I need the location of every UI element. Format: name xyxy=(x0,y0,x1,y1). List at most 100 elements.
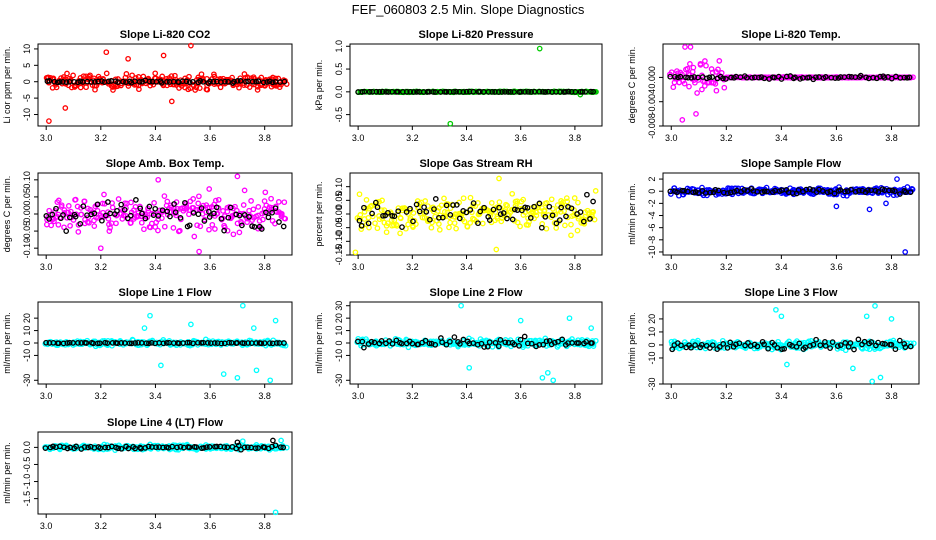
data-point-highlight xyxy=(64,340,71,346)
data-point-highlight xyxy=(195,339,201,346)
data-point xyxy=(138,219,145,226)
data-point xyxy=(376,198,382,205)
data-point-highlight xyxy=(511,89,517,95)
data-point-highlight xyxy=(249,78,256,85)
data-point-highlight xyxy=(478,340,485,347)
data-point-highlight xyxy=(872,187,879,194)
data-point-highlight xyxy=(551,339,558,346)
data-point xyxy=(568,221,574,228)
data-point xyxy=(141,226,147,233)
x-tick-label: 3.8 xyxy=(258,262,271,272)
y-axis-label: Li cor ppm per min. xyxy=(2,46,12,123)
data-point-highlight xyxy=(457,341,463,347)
data-point-highlight xyxy=(81,444,88,450)
x-tick-label: 3.6 xyxy=(514,133,527,143)
data-point xyxy=(282,215,289,222)
data-point-highlight xyxy=(356,217,363,224)
data-point xyxy=(91,223,98,229)
data-point-highlight xyxy=(706,74,713,81)
outlier-point xyxy=(687,44,694,50)
data-point xyxy=(64,70,70,77)
data-point-highlight xyxy=(499,89,505,95)
data-point-highlight xyxy=(745,340,751,346)
y-axis-label: ml/min per min. xyxy=(314,312,324,374)
y-tick-label: -1.0 xyxy=(22,474,32,490)
data-point-highlight xyxy=(901,341,908,347)
data-point-highlight xyxy=(690,189,697,196)
y-axis-label: kPa per min. xyxy=(314,60,324,111)
data-point-highlight xyxy=(672,73,678,80)
data-point-highlight xyxy=(553,220,560,227)
data-point xyxy=(357,212,364,218)
data-point xyxy=(548,196,555,203)
data-point xyxy=(55,221,62,228)
data-point xyxy=(405,221,411,228)
data-point xyxy=(206,226,212,233)
data-point-highlight xyxy=(481,204,487,211)
data-point-highlight xyxy=(104,340,111,346)
data-point-highlight xyxy=(133,197,139,203)
data-point-highlight xyxy=(413,201,420,208)
data-point xyxy=(260,216,266,223)
data-point-highlight xyxy=(590,198,596,205)
x-tick-label: 3.4 xyxy=(149,262,162,272)
plot-frame xyxy=(662,301,920,385)
y-tick-label: -5 xyxy=(22,94,32,102)
y-tick-label: -6 xyxy=(647,224,657,232)
data-point-highlight xyxy=(66,214,73,221)
y-tick-label: 10 xyxy=(22,326,32,336)
data-point xyxy=(525,222,531,228)
data-point-highlight xyxy=(42,445,49,451)
data-point xyxy=(132,75,139,81)
outlier-point xyxy=(155,176,162,183)
outlier-point xyxy=(539,374,546,381)
y-tick-label: -30 xyxy=(647,377,657,390)
data-point-highlight xyxy=(361,344,367,351)
data-point-highlight xyxy=(565,88,572,95)
data-point-highlight xyxy=(583,338,589,345)
outlier-point xyxy=(147,312,153,319)
data-point xyxy=(384,220,391,227)
data-point xyxy=(190,196,197,202)
data-point-highlight xyxy=(253,78,259,85)
x-tick-label: 3.0 xyxy=(352,133,365,143)
data-point-highlight xyxy=(562,88,569,95)
data-point-highlight xyxy=(684,188,691,195)
data-point-highlight xyxy=(709,342,716,349)
data-point-highlight xyxy=(389,340,396,347)
data-point xyxy=(195,200,202,207)
data-point-highlight xyxy=(756,74,762,81)
data-point xyxy=(186,73,192,80)
data-point-highlight xyxy=(572,89,579,95)
data-point-highlight xyxy=(827,345,833,351)
data-point xyxy=(686,83,692,90)
data-point-highlight xyxy=(427,216,433,223)
data-point xyxy=(460,195,467,202)
y-tick-label: 0.000 xyxy=(647,66,657,89)
outlier-point xyxy=(160,52,167,59)
data-point xyxy=(358,226,365,232)
y-tick-label: -0.004 xyxy=(647,89,657,115)
outlier-point xyxy=(877,374,884,381)
y-tick-label: -4 xyxy=(647,212,657,220)
data-point-highlight xyxy=(121,206,128,213)
data-point-highlight xyxy=(60,212,66,218)
data-point-highlight xyxy=(863,74,869,81)
y-tick-label: -10 xyxy=(647,351,657,364)
points-layer xyxy=(667,176,916,255)
data-point xyxy=(224,208,231,215)
data-point-highlight xyxy=(439,339,445,346)
plot-frame xyxy=(662,172,920,256)
data-point xyxy=(581,220,588,227)
data-point-highlight xyxy=(189,78,196,85)
data-point xyxy=(695,77,702,83)
y-tick-label: 30 xyxy=(334,301,344,311)
data-point-highlight xyxy=(749,74,755,81)
x-tick-label: 3.6 xyxy=(204,521,217,531)
data-point xyxy=(214,210,221,217)
data-point-highlight xyxy=(277,444,284,451)
y-tick-label: 0.00 xyxy=(334,205,344,223)
outlier-point xyxy=(103,49,110,56)
data-point-highlight xyxy=(359,338,366,345)
